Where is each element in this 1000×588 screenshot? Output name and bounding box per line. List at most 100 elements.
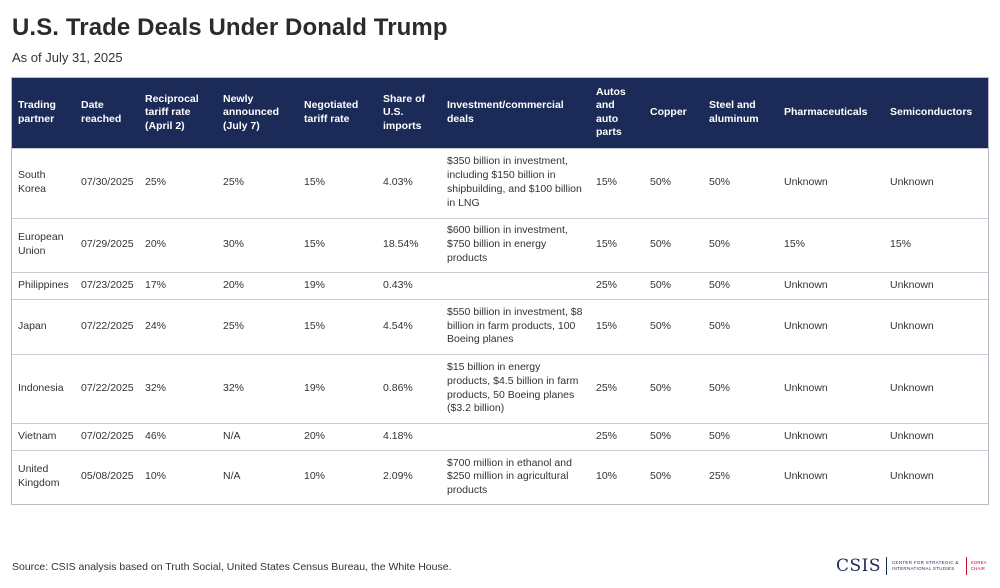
- table-cell: $600 billion in investment, $750 billion…: [441, 217, 590, 272]
- table-cell: Indonesia: [12, 353, 75, 423]
- table-cell: South Korea: [12, 147, 75, 218]
- table-cell: $700 million in ethanol and $250 million…: [441, 449, 590, 504]
- table-cell: 15%: [590, 217, 644, 272]
- table-cell: Unknown: [884, 449, 988, 504]
- table-cell: 25%: [217, 147, 298, 218]
- table-cell: 25%: [139, 147, 217, 218]
- logo-org-name: CENTER FOR STRATEGIC & INTERNATIONAL STU…: [891, 560, 959, 571]
- table-cell: Unknown: [778, 422, 884, 450]
- source-note: Source: CSIS analysis based on Truth Soc…: [12, 561, 452, 573]
- table-cell: Philippines: [12, 271, 75, 299]
- logo-mark: CSIS: [836, 556, 882, 576]
- table-cell: 50%: [644, 449, 703, 504]
- table-cell: 24%: [139, 298, 217, 354]
- table-cell: European Union: [12, 217, 75, 272]
- table-cell: 15%: [778, 217, 884, 272]
- table-cell: 25%: [590, 353, 644, 423]
- table-cell: 20%: [139, 217, 217, 272]
- table-row: European Union 07/29/2025 20% 30% 15% 18…: [12, 217, 988, 272]
- table-cell: Unknown: [884, 271, 988, 299]
- page-subtitle: As of July 31, 2025: [12, 50, 123, 65]
- table-cell: 50%: [644, 147, 703, 218]
- table-cell: 50%: [703, 217, 778, 272]
- table-cell: Unknown: [778, 353, 884, 423]
- table-cell: 30%: [217, 217, 298, 272]
- table-cell: $350 billion in investment, including $1…: [441, 147, 590, 218]
- table-cell: 07/29/2025: [75, 217, 139, 272]
- table-cell: 0.86%: [377, 353, 441, 423]
- table-row: Indonesia 07/22/2025 32% 32% 19% 0.86% $…: [12, 353, 988, 423]
- table-cell: N/A: [217, 422, 298, 450]
- table-cell: 50%: [703, 298, 778, 354]
- table-row: Philippines 07/23/2025 17% 20% 19% 0.43%…: [12, 271, 988, 299]
- table-cell: Unknown: [884, 147, 988, 218]
- table-cell: 18.54%: [377, 217, 441, 272]
- table-cell: 17%: [139, 271, 217, 299]
- table-cell: [441, 271, 590, 299]
- table-cell: 50%: [644, 271, 703, 299]
- table-cell: 07/02/2025: [75, 422, 139, 450]
- table-cell: 07/22/2025: [75, 353, 139, 423]
- column-header: Trading partner: [18, 99, 56, 125]
- table-cell: 07/30/2025: [75, 147, 139, 218]
- column-header: Reciprocal tariff rate (April 2): [145, 92, 199, 132]
- table-cell: 10%: [139, 449, 217, 504]
- table-cell: 15%: [298, 298, 377, 354]
- table-cell: Unknown: [778, 147, 884, 218]
- table-cell: 46%: [139, 422, 217, 450]
- table-row: Vietnam 07/02/2025 46% N/A 20% 4.18% 25%…: [12, 422, 988, 450]
- table-cell: 25%: [703, 449, 778, 504]
- table-header-row: Trading partner Date reached Reciprocal …: [12, 78, 988, 148]
- table-cell: Unknown: [778, 298, 884, 354]
- table-cell: 4.03%: [377, 147, 441, 218]
- table-cell: Unknown: [884, 353, 988, 423]
- table-cell: Japan: [12, 298, 75, 354]
- table-cell: 20%: [298, 422, 377, 450]
- table-cell: N/A: [217, 449, 298, 504]
- table-cell: Unknown: [884, 298, 988, 354]
- csis-logo: CSIS CENTER FOR STRATEGIC & INTERNATIONA…: [836, 555, 1000, 577]
- column-header: Copper: [650, 106, 687, 118]
- table-cell: Unknown: [884, 422, 988, 450]
- table-cell: 19%: [298, 353, 377, 423]
- table-cell: 50%: [703, 271, 778, 299]
- table-cell: [441, 422, 590, 450]
- table-cell: 15%: [590, 298, 644, 354]
- table-cell: $15 billion in energy products, $4.5 bil…: [441, 353, 590, 423]
- table-cell: 07/23/2025: [75, 271, 139, 299]
- column-header: Newly announced (July 7): [223, 92, 280, 132]
- table-cell: 32%: [139, 353, 217, 423]
- table-cell: Unknown: [778, 271, 884, 299]
- table-cell: 25%: [590, 422, 644, 450]
- table-cell: 0.43%: [377, 271, 441, 299]
- table-cell: 15%: [298, 147, 377, 218]
- trade-deals-table: Trading partner Date reached Reciprocal …: [11, 77, 989, 505]
- table-cell: 10%: [590, 449, 644, 504]
- page-title: U.S. Trade Deals Under Donald Trump: [12, 14, 448, 41]
- table-row: South Korea 07/30/2025 25% 25% 15% 4.03%…: [12, 147, 988, 218]
- table-cell: 50%: [644, 353, 703, 423]
- table-cell: 15%: [590, 147, 644, 218]
- table-cell: 32%: [217, 353, 298, 423]
- logo-divider: [886, 557, 887, 575]
- table-cell: Vietnam: [12, 422, 75, 450]
- table-cell: Unknown: [778, 449, 884, 504]
- table-cell: 50%: [703, 422, 778, 450]
- column-header: Share of U.S. imports: [383, 92, 426, 132]
- table-cell: 50%: [644, 422, 703, 450]
- table-cell: 4.54%: [377, 298, 441, 354]
- table-cell: $550 billion in investment, $8 billion i…: [441, 298, 590, 354]
- table-cell: 15%: [298, 217, 377, 272]
- table-cell: 2.09%: [377, 449, 441, 504]
- column-header: Date reached: [81, 99, 122, 125]
- column-header: Autos and auto parts: [596, 85, 626, 139]
- table-cell: 15%: [884, 217, 988, 272]
- table-cell: 50%: [644, 217, 703, 272]
- table-cell: 05/08/2025: [75, 449, 139, 504]
- table-row: United Kingdom 05/08/2025 10% N/A 10% 2.…: [12, 449, 988, 504]
- table-cell: 50%: [703, 147, 778, 218]
- logo-korea-chair: KOREA CHAIR: [970, 560, 987, 571]
- table-cell: 07/22/2025: [75, 298, 139, 354]
- table-cell: 50%: [703, 353, 778, 423]
- table-cell: 50%: [644, 298, 703, 354]
